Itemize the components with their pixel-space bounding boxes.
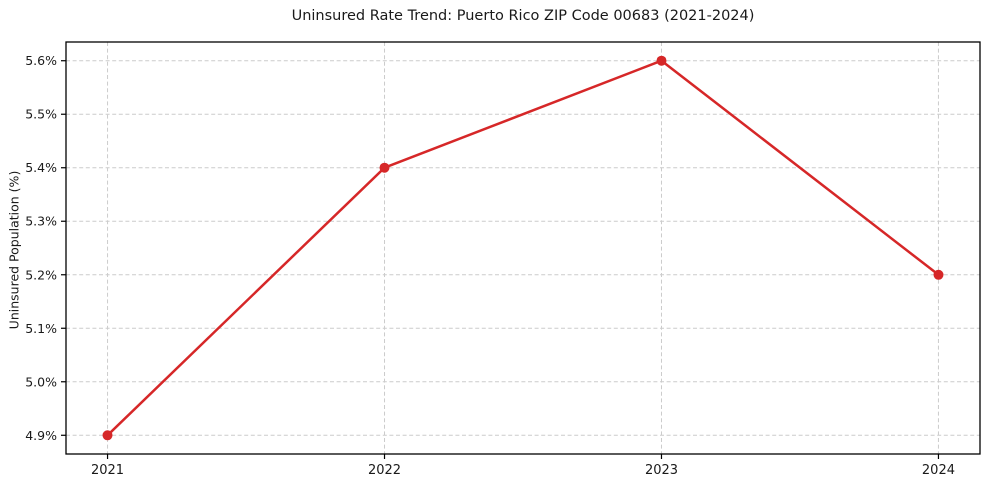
y-tick-label: 5.5% — [25, 107, 57, 122]
x-tick-label: 2023 — [645, 463, 678, 478]
y-tick-label: 5.3% — [25, 214, 57, 229]
y-tick-label: 5.0% — [25, 374, 57, 389]
data-point — [379, 162, 390, 173]
x-tick-label: 2022 — [368, 463, 401, 478]
y-tick-label: 5.6% — [25, 53, 57, 68]
y-tick-label: 5.2% — [25, 267, 57, 282]
y-tick-label: 4.9% — [25, 428, 57, 443]
data-point — [656, 55, 667, 66]
x-tick-label: 2021 — [91, 463, 124, 478]
data-point — [102, 430, 113, 441]
y-tick-label: 5.4% — [25, 160, 57, 175]
trend-line — [106, 59, 940, 437]
chart-title: Uninsured Rate Trend: Puerto Rico ZIP Co… — [291, 8, 755, 24]
data-point — [933, 269, 944, 280]
y-tick-label: 5.1% — [25, 321, 57, 336]
plot-border — [65, 41, 981, 455]
x-tick-label: 2024 — [922, 463, 955, 478]
